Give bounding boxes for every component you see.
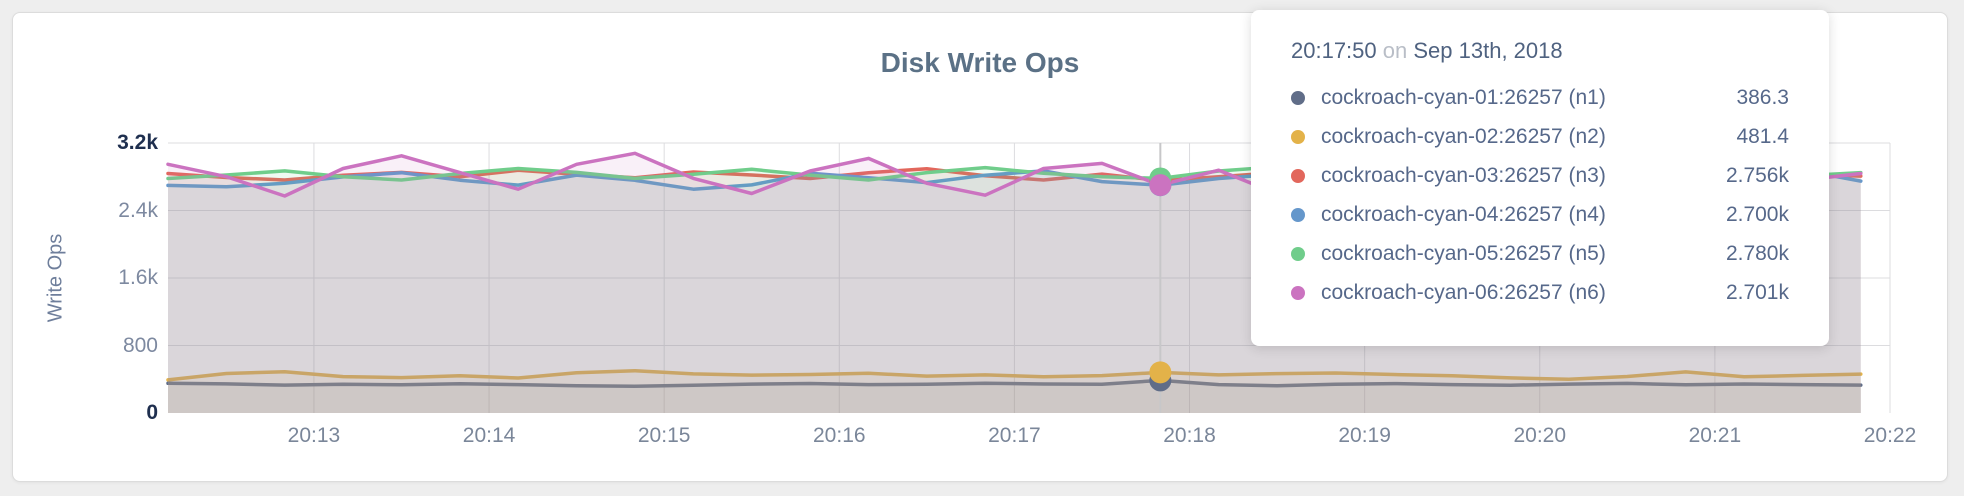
tooltip-series-row: cockroach-cyan-02:26257 (n2) 481.4 — [1291, 117, 1789, 156]
tooltip-conjunction: on — [1382, 38, 1408, 63]
tooltip-series-row: cockroach-cyan-04:26257 (n4) 2.700k — [1291, 195, 1789, 234]
x-tick: 20:21 — [1688, 424, 1742, 447]
hover-point-dot[interactable] — [1149, 361, 1172, 384]
series-value: 2.701k — [1725, 280, 1789, 304]
x-tick: 20:20 — [1513, 424, 1567, 447]
series-line — [166, 378, 1863, 388]
tooltip-time: 20:17:50 — [1291, 38, 1377, 63]
series-line — [166, 368, 1863, 382]
series-color-dot — [1291, 246, 1305, 261]
tooltip-header: 20:17:50 on Sep 13th, 2018 — [1291, 38, 1789, 64]
hover-tooltip: 20:17:50 on Sep 13th, 2018 cockroach-cya… — [1251, 10, 1829, 346]
y-tick: 0 — [146, 401, 158, 424]
series-name: cockroach-cyan-03:26257 (n3) — [1321, 163, 1606, 187]
x-tick: 20:14 — [462, 424, 516, 447]
tooltip-series-row: cockroach-cyan-01:26257 (n1) 386.3 — [1291, 78, 1789, 117]
series-color-dot — [1291, 285, 1305, 300]
x-tick: 20:17 — [988, 424, 1041, 447]
x-tick: 20:13 — [287, 424, 341, 447]
series-area — [168, 370, 1861, 413]
series-color-dot — [1291, 129, 1305, 144]
tooltip-series-row: cockroach-cyan-05:26257 (n5) 2.780k — [1291, 234, 1789, 273]
y-tick: 800 — [122, 333, 158, 357]
y-tick: 1.6k — [118, 266, 158, 289]
series-color-dot — [1291, 207, 1305, 222]
y-tick: 3.2k — [117, 131, 158, 154]
tooltip-date: Sep 13th, 2018 — [1413, 38, 1563, 63]
x-tick: 20:18 — [1163, 424, 1216, 447]
series-value: 481.4 — [1736, 124, 1789, 148]
series-name: cockroach-cyan-02:26257 (n2) — [1321, 124, 1606, 148]
x-tick: 20:19 — [1338, 424, 1391, 447]
series-name: cockroach-cyan-01:26257 (n1) — [1321, 85, 1606, 109]
series-name: cockroach-cyan-06:26257 (n6) — [1321, 280, 1606, 304]
x-tick: 20:16 — [813, 424, 866, 447]
hover-point-dot[interactable] — [1149, 174, 1172, 197]
series-color-dot — [1291, 90, 1305, 105]
tooltip-series-row: cockroach-cyan-03:26257 (n3) 2.756k — [1291, 156, 1789, 195]
y-tick: 2.4k — [118, 198, 158, 222]
series-value: 386.3 — [1736, 85, 1789, 109]
series-value: 2.780k — [1725, 241, 1789, 265]
series-value: 2.700k — [1725, 202, 1789, 226]
series-area — [168, 380, 1861, 413]
tooltip-series-row: cockroach-cyan-06:26257 (n6) 2.701k — [1291, 273, 1789, 312]
x-tick: 20:22 — [1863, 424, 1917, 447]
series-name: cockroach-cyan-05:26257 (n5) — [1321, 241, 1606, 265]
x-tick: 20:15 — [637, 424, 691, 447]
chart-title: Disk Write Ops — [880, 47, 1080, 78]
series-color-dot — [1291, 168, 1305, 183]
series-value: 2.756k — [1725, 163, 1789, 187]
series-name: cockroach-cyan-04:26257 (n4) — [1321, 202, 1606, 226]
